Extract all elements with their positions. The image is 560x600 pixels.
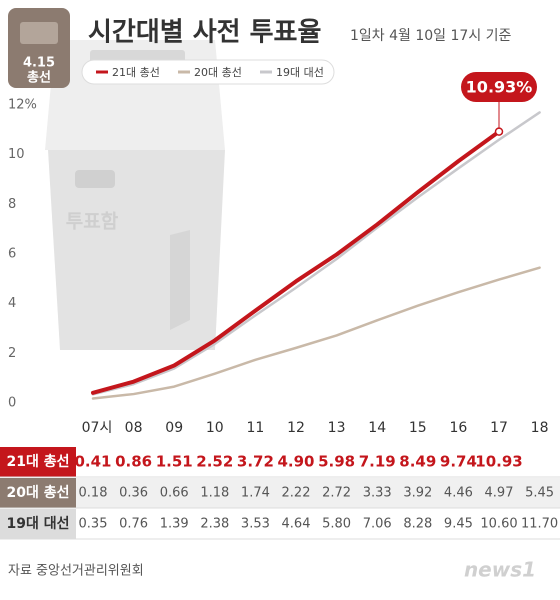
- x-tick-label: 16: [449, 420, 467, 436]
- table-row-head: [0, 447, 76, 477]
- legend-box: [81, 59, 335, 85]
- ballot-box-illustration: 투표함: [45, 40, 225, 350]
- table-row-label: 21대 총선: [7, 454, 70, 470]
- y-tick-label: 10: [8, 147, 25, 162]
- table-row-label: 20대 총선: [7, 485, 70, 501]
- x-tick-label: 13: [328, 420, 346, 436]
- table-value: 2.72: [322, 486, 351, 501]
- source: 자료 중앙선거관리위원회: [8, 564, 144, 579]
- chart-title: 시간대별 사전 투표율: [88, 18, 321, 48]
- table-value: 0.18: [79, 486, 108, 501]
- series-line: [91, 266, 541, 400]
- table-value: 3.92: [403, 486, 432, 501]
- logo: news1: [464, 558, 536, 582]
- table-value: 3.53: [241, 517, 270, 532]
- table-value: 1.74: [241, 486, 270, 501]
- box-label: 투표함: [66, 211, 119, 233]
- end-marker: [494, 127, 504, 136]
- y-tick-label: 8: [8, 197, 16, 212]
- x-tick-label: 08: [125, 420, 143, 436]
- legend-label: 19대 대선: [276, 66, 324, 79]
- table-value: 0.35: [79, 517, 108, 532]
- table-value: 2.38: [200, 517, 229, 532]
- legend-label: 20대 총선: [194, 66, 242, 79]
- table-row-head: [0, 509, 76, 539]
- table-value: 1.39: [160, 517, 189, 532]
- series-line: [91, 129, 501, 395]
- table-value: 1.51: [156, 453, 193, 471]
- x-tick-label: 09: [165, 420, 183, 436]
- table-value: 0.86: [115, 453, 152, 471]
- table-value: 11.70: [521, 517, 558, 532]
- table-value: 0.66: [160, 486, 189, 501]
- badge-date: 4.15: [23, 56, 55, 71]
- table-value: 7.19: [359, 453, 396, 471]
- table-value: 3.33: [363, 486, 392, 501]
- table-value: 5.45: [525, 486, 554, 501]
- subtitle: 1일차 4월 10일 17시 기준: [350, 28, 512, 44]
- table-row-bg: [0, 478, 560, 508]
- y-tick-label: 0: [8, 396, 16, 411]
- table-value: 0.41: [74, 453, 111, 471]
- badge: 4.15 총선: [8, 8, 70, 88]
- table-value: 9.45: [444, 517, 473, 532]
- y-tick-label: 4: [8, 296, 16, 311]
- table-row-bg: [0, 447, 560, 477]
- x-tick-label: 07시: [82, 420, 113, 436]
- table-value: 7.06: [363, 517, 392, 532]
- table-value: 4.90: [277, 453, 314, 471]
- callout-box: [461, 72, 537, 102]
- table-value: 3.72: [237, 453, 274, 471]
- table-value: 2.52: [196, 453, 233, 471]
- x-tick-label: 14: [368, 420, 386, 436]
- callout-label: 10.93%: [466, 78, 533, 97]
- table-value: 0.76: [119, 517, 148, 532]
- table-value: 5.98: [318, 453, 355, 471]
- table-value: 4.97: [485, 486, 514, 501]
- table-value: 0.36: [119, 486, 148, 501]
- table-row-label: 19대 대선: [7, 516, 70, 532]
- table-value: 5.80: [322, 517, 351, 532]
- table-value: 4.64: [282, 517, 311, 532]
- table-value: 8.49: [399, 453, 436, 471]
- table-value: 2.22: [282, 486, 311, 501]
- y-tick-label: 12%: [8, 98, 37, 113]
- table-value: 8.28: [403, 517, 432, 532]
- legend-label: 21대 총선: [112, 66, 160, 79]
- x-tick-label: 11: [246, 420, 264, 436]
- x-tick-label: 15: [409, 420, 427, 436]
- table-row-bg: [0, 509, 560, 539]
- table-row-head: [0, 478, 76, 508]
- x-tick-label: 10: [206, 420, 224, 436]
- y-tick-label: 6: [8, 247, 16, 262]
- table-value: 10.93: [475, 453, 522, 471]
- y-tick-label: 2: [8, 346, 16, 361]
- x-tick-label: 12: [287, 420, 305, 436]
- x-tick-label: 18: [531, 420, 549, 436]
- table-value: 10.60: [480, 517, 517, 532]
- table-value: 9.74: [440, 453, 477, 471]
- table-value: 4.46: [444, 486, 473, 501]
- x-tick-label: 17: [490, 420, 508, 436]
- series-line: [91, 111, 541, 396]
- badge-label: 총선: [27, 70, 51, 86]
- table-value: 1.18: [200, 486, 229, 501]
